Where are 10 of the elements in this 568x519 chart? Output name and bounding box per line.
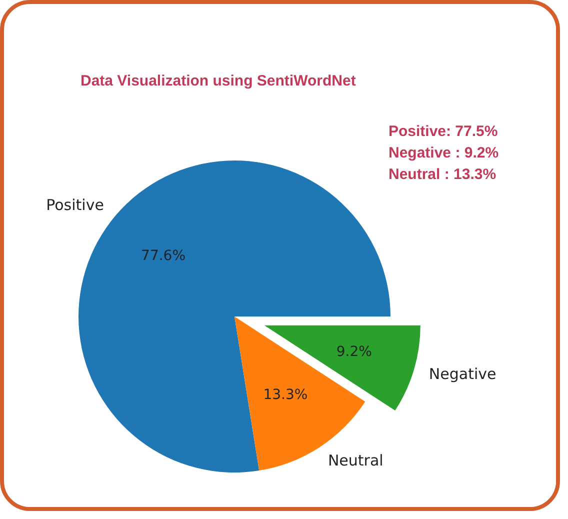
slice-label: Positive xyxy=(46,196,104,214)
slice-label: Negative xyxy=(428,365,496,384)
data-label: 9.2% xyxy=(336,344,372,360)
text: Neutral : 13.3% xyxy=(388,166,496,183)
data-label: 13.3% xyxy=(263,387,308,403)
text: Positive: 77.5% xyxy=(388,123,498,140)
slice-label: Neutral xyxy=(328,451,384,470)
text: Negative : 9.2% xyxy=(388,144,499,162)
chart-title: Data Visualization using SentiWordNet xyxy=(80,72,356,90)
data-label: 77.6% xyxy=(141,248,186,264)
